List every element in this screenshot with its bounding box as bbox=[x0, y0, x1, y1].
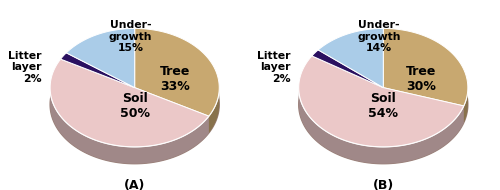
Polygon shape bbox=[464, 88, 468, 123]
Polygon shape bbox=[299, 88, 464, 164]
Polygon shape bbox=[299, 56, 464, 147]
Text: Under-
growth
15%: Under- growth 15% bbox=[108, 20, 152, 54]
Polygon shape bbox=[66, 28, 134, 88]
Polygon shape bbox=[134, 28, 219, 116]
Polygon shape bbox=[50, 45, 219, 164]
Text: (B): (B) bbox=[372, 179, 394, 190]
Polygon shape bbox=[299, 28, 468, 147]
Text: Litter
layer
2%: Litter layer 2% bbox=[257, 51, 290, 84]
Polygon shape bbox=[312, 50, 384, 88]
Text: Soil
50%: Soil 50% bbox=[120, 92, 150, 120]
Polygon shape bbox=[384, 28, 468, 106]
Polygon shape bbox=[60, 53, 134, 88]
Polygon shape bbox=[50, 28, 219, 147]
Polygon shape bbox=[50, 59, 209, 147]
Text: (A): (A) bbox=[124, 179, 146, 190]
Polygon shape bbox=[318, 28, 384, 88]
Polygon shape bbox=[209, 87, 219, 133]
Text: Tree
30%: Tree 30% bbox=[406, 65, 436, 93]
Text: Soil
54%: Soil 54% bbox=[368, 92, 398, 120]
Text: Litter
layer
2%: Litter layer 2% bbox=[8, 51, 42, 84]
Polygon shape bbox=[299, 45, 468, 164]
Text: Tree
33%: Tree 33% bbox=[160, 65, 190, 93]
Text: Under-
growth
14%: Under- growth 14% bbox=[358, 20, 401, 54]
Polygon shape bbox=[50, 88, 209, 164]
